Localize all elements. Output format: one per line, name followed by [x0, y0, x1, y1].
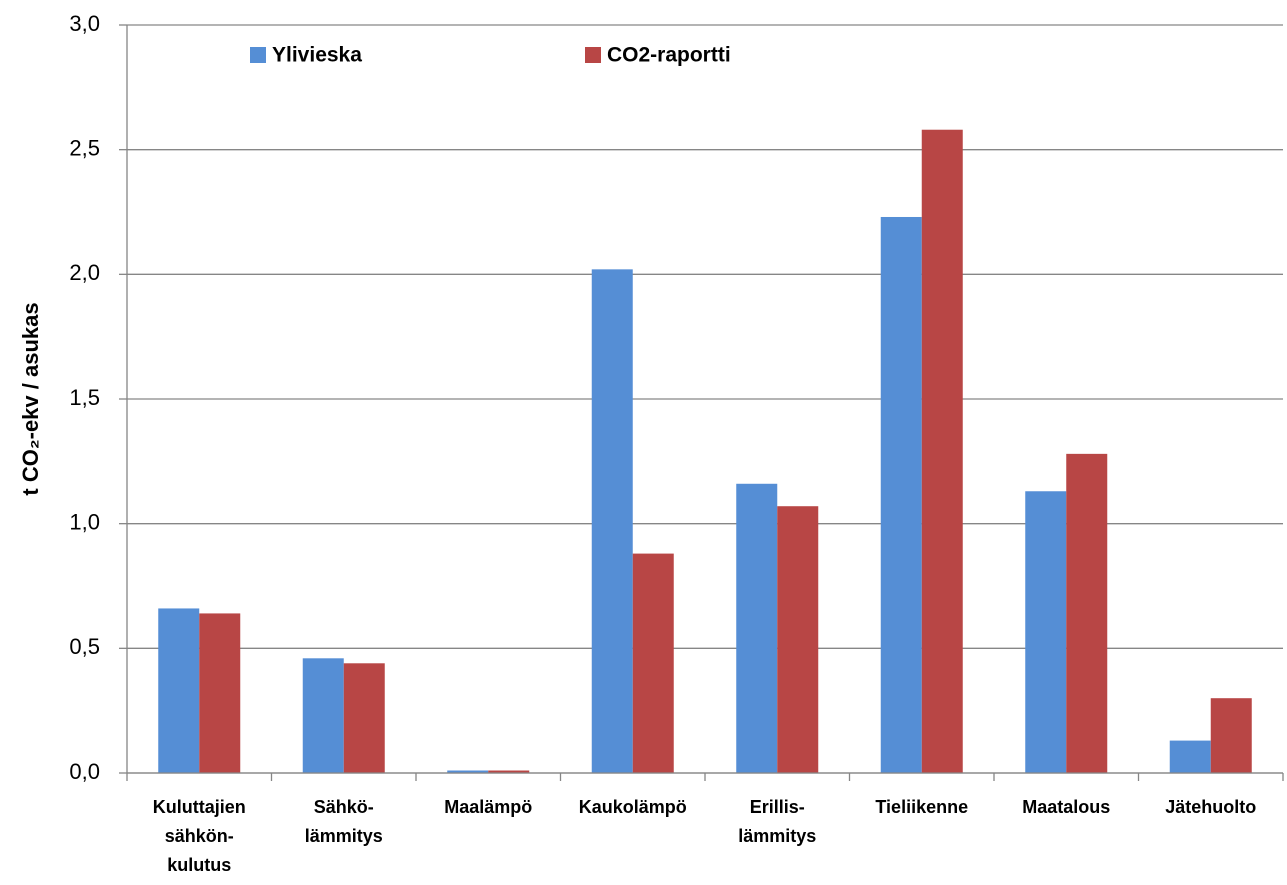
x-tick-label-line: Maatalous — [1022, 797, 1110, 817]
x-tick-label-line: lämmitys — [738, 826, 816, 846]
x-tick-label-line: Maalämpö — [444, 797, 532, 817]
legend-label: Ylivieska — [272, 44, 362, 67]
y-axis-title: t CO₂-ekv / asukas — [18, 302, 43, 495]
x-tick-label-line: lämmitys — [305, 826, 383, 846]
x-tick-label-line: Kuluttajien — [153, 797, 246, 817]
x-tick-label: Kaukolämpö — [579, 797, 687, 817]
bar — [488, 770, 530, 773]
bar — [880, 216, 922, 773]
bar — [1066, 453, 1108, 773]
bar — [591, 269, 633, 773]
bar — [302, 658, 344, 773]
y-tick-label: 1,0 — [69, 509, 100, 534]
x-tick-label-line: Jätehuolto — [1165, 797, 1256, 817]
bar — [158, 608, 200, 773]
x-tick-label-line: sähkön- — [165, 826, 234, 846]
x-tick-label-line: Kaukolämpö — [579, 797, 687, 817]
x-tick-label-line: Sähkö- — [314, 797, 374, 817]
x-tick-label: Sähkö-lämmitys — [305, 797, 383, 846]
y-tick-label: 0,5 — [69, 634, 100, 659]
y-tick-label: 0,0 — [69, 759, 100, 784]
bar — [777, 506, 819, 773]
legend-swatch — [250, 47, 266, 63]
x-tick-label: Tieliikenne — [875, 797, 968, 817]
bar — [199, 613, 241, 773]
bar — [1025, 491, 1067, 773]
y-tick-label: 2,0 — [69, 260, 100, 285]
y-tick-label: 1,5 — [69, 385, 100, 410]
bar — [736, 483, 778, 773]
bar — [1210, 698, 1252, 773]
bar — [1169, 740, 1211, 773]
y-tick-label: 3,0 — [69, 11, 100, 36]
x-tick-label: Kuluttajien sähkön-kulutus — [153, 797, 246, 875]
bar — [447, 770, 489, 773]
y-tick-label: 2,5 — [69, 135, 100, 160]
x-tick-label-line: Tieliikenne — [875, 797, 968, 817]
x-tick-label: Erillis-lämmitys — [738, 797, 816, 846]
bar — [632, 553, 674, 773]
x-tick-label: Jätehuolto — [1165, 797, 1256, 817]
bar — [343, 663, 385, 773]
legend-swatch — [585, 47, 601, 63]
x-tick-label-line: Erillis- — [750, 797, 805, 817]
bar — [921, 129, 963, 774]
x-tick-label: Maalämpö — [444, 797, 532, 817]
legend-label: CO2-raportti — [607, 44, 731, 67]
x-tick-label: Maatalous — [1022, 797, 1110, 817]
x-tick-label-line: kulutus — [167, 855, 231, 875]
